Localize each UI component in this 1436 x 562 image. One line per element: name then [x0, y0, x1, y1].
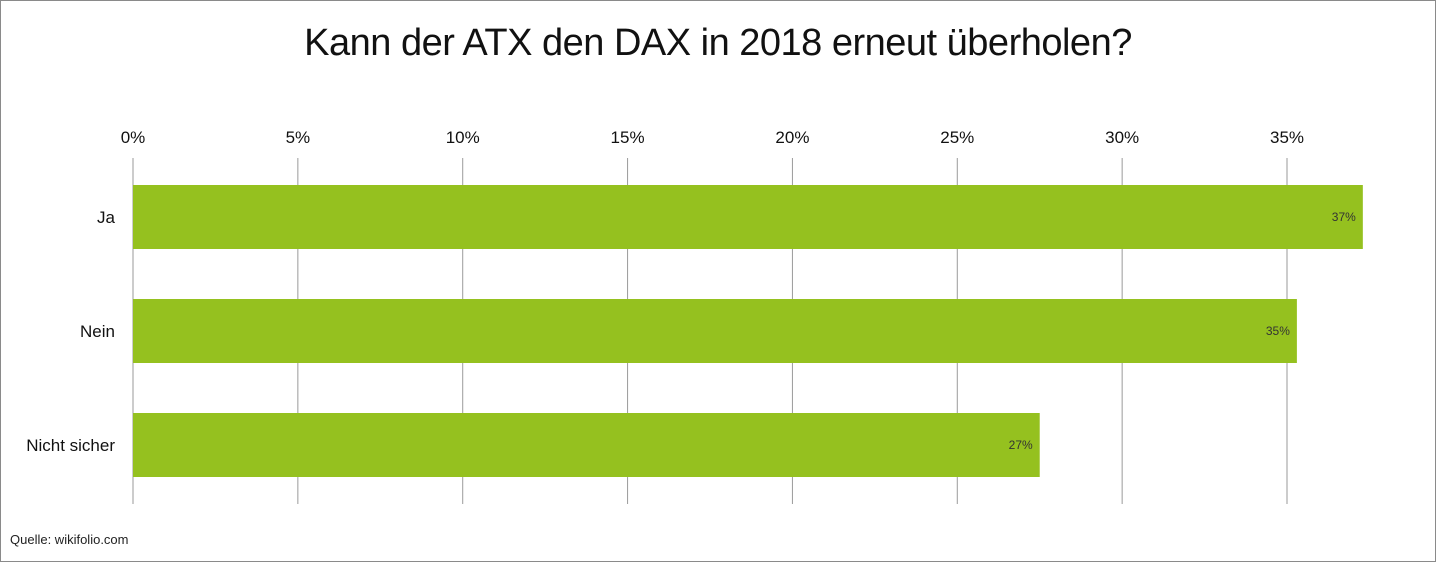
category-labels: Ja Nein Nicht sicher	[26, 208, 115, 455]
x-tick-label: 30%	[1105, 128, 1139, 147]
chart-title: Kann der ATX den DAX in 2018 erneut über…	[304, 22, 1132, 64]
source-note: Quelle: wikifolio.com	[10, 532, 129, 547]
data-labels: 37% 35% 27%	[1009, 210, 1356, 452]
x-tick-label: 20%	[775, 128, 809, 147]
x-tick-label: 15%	[611, 128, 645, 147]
category-label: Nicht sicher	[26, 436, 115, 455]
bars	[133, 185, 1363, 477]
category-label: Nein	[80, 322, 115, 341]
x-axis-tick-labels: 0% 5% 10% 15% 20% 25% 30% 35%	[121, 128, 1304, 147]
category-label: Ja	[97, 208, 116, 227]
x-tick-label: 35%	[1270, 128, 1304, 147]
bar	[133, 299, 1297, 363]
bar	[133, 185, 1363, 249]
data-label: 37%	[1332, 210, 1356, 224]
x-tick-label: 0%	[121, 128, 146, 147]
data-label: 35%	[1266, 324, 1290, 338]
x-tick-label: 10%	[446, 128, 480, 147]
data-label: 27%	[1009, 438, 1033, 452]
x-tick-label: 25%	[940, 128, 974, 147]
bar	[133, 413, 1040, 477]
x-tick-label: 5%	[286, 128, 311, 147]
